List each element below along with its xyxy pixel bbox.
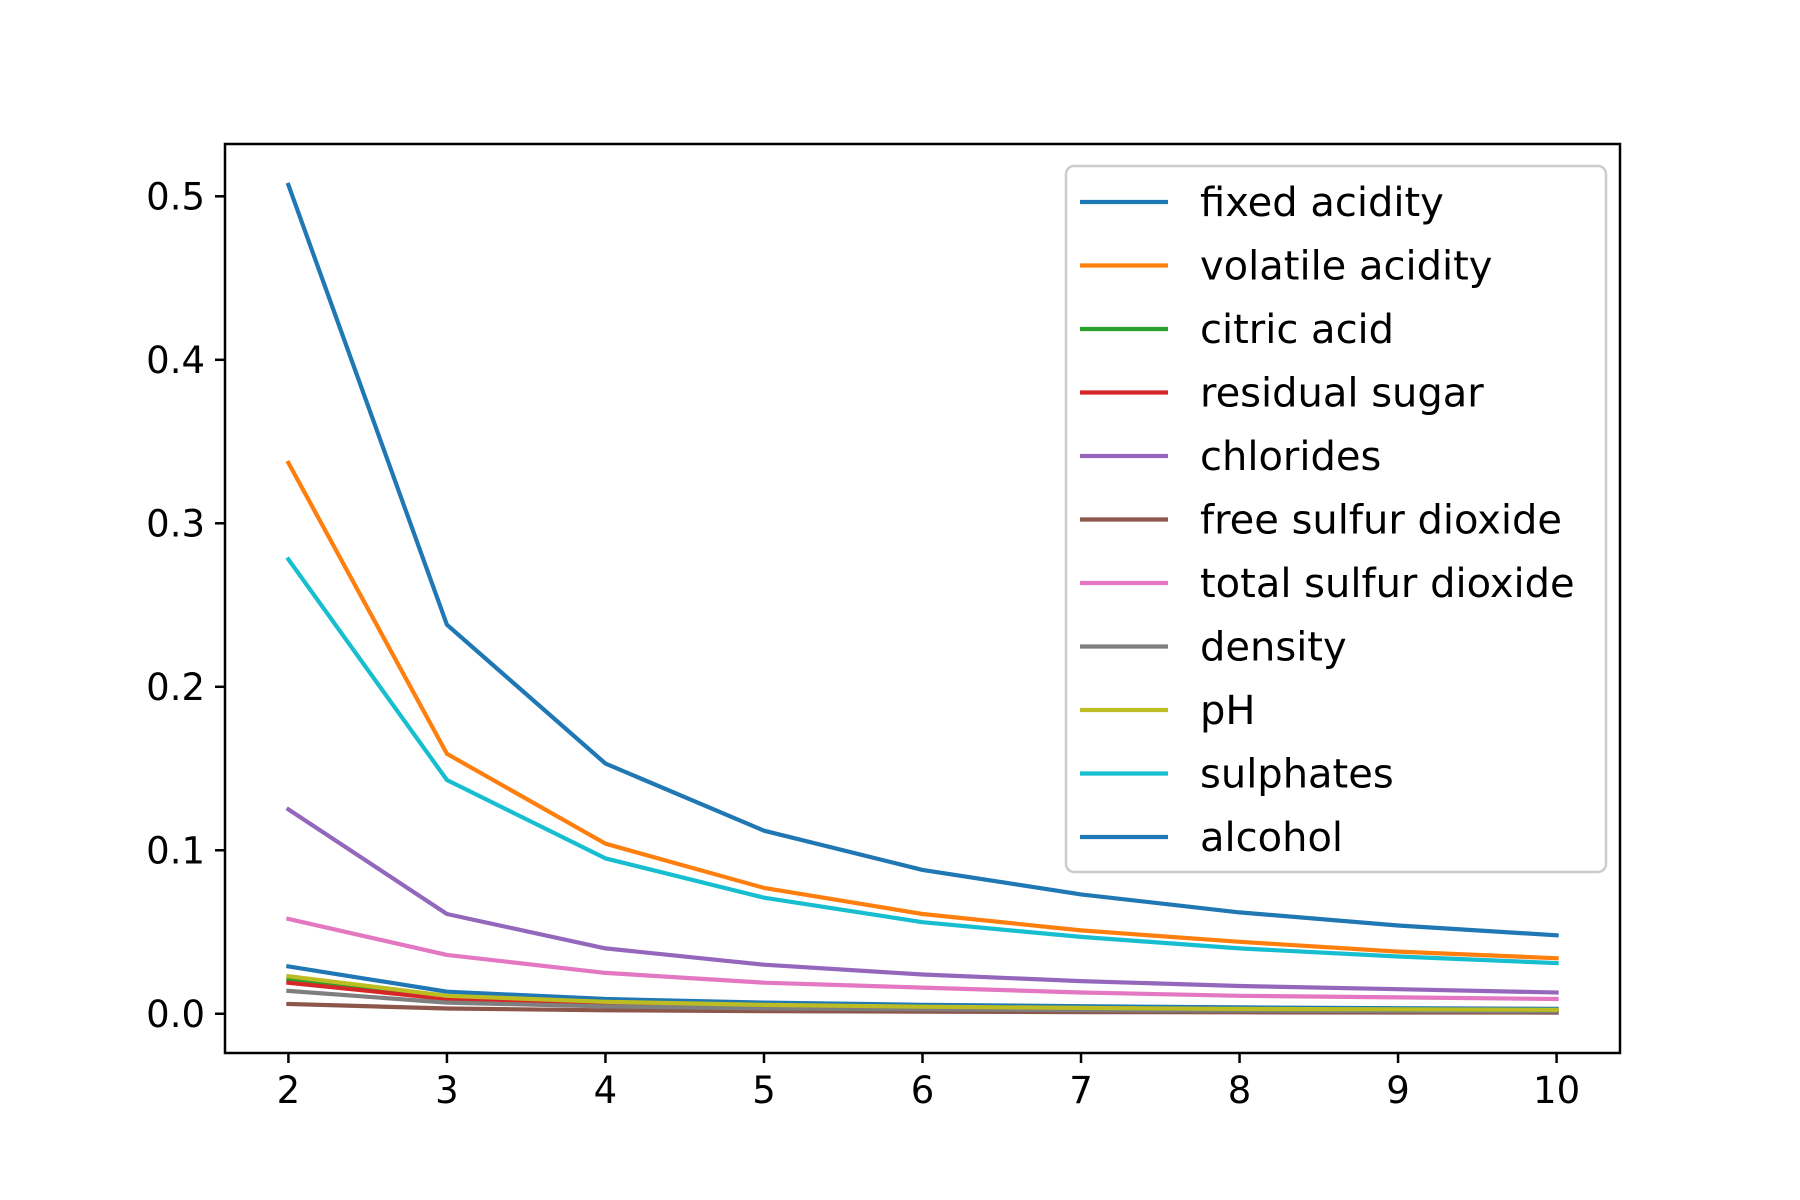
legend-label: total sulfur dioxide bbox=[1200, 561, 1575, 607]
legend-label: residual sugar bbox=[1200, 371, 1484, 417]
series-line-9 bbox=[285, 556, 1559, 966]
x-axis: 2 3 4 5 6 7 8 9 10 bbox=[277, 1053, 1580, 1112]
x-tick-label: 9 bbox=[1386, 1069, 1410, 1112]
x-tick-label: 8 bbox=[1228, 1069, 1252, 1112]
legend-label: citric acid bbox=[1200, 307, 1394, 353]
x-tick-label: 4 bbox=[594, 1069, 618, 1112]
legend: fixed acidity volatile acidity citric acid… bbox=[1064, 164, 1608, 874]
x-tick-label: 7 bbox=[1069, 1069, 1093, 1112]
y-tick-label: 0.3 bbox=[146, 502, 205, 545]
legend-label: chlorides bbox=[1200, 434, 1381, 480]
series-line-8 bbox=[286, 973, 1559, 1012]
y-tick-label: 0.2 bbox=[146, 666, 205, 709]
y-tick-label: 0.4 bbox=[146, 339, 205, 382]
legend-label: volatile acidity bbox=[1200, 244, 1492, 290]
series-line-10 bbox=[285, 182, 1559, 938]
legend-box bbox=[1064, 164, 1608, 874]
x-tick-label: 6 bbox=[911, 1069, 935, 1112]
y-axis: 0.0 0.1 0.2 0.3 0.4 0.5 bbox=[146, 175, 225, 1036]
y-tick-label: 0.0 bbox=[146, 993, 205, 1036]
legend-label: free sulfur dioxide bbox=[1200, 498, 1562, 544]
legend-label: pH bbox=[1200, 688, 1255, 734]
series-line-4 bbox=[285, 806, 1559, 995]
series-line-1 bbox=[285, 459, 1559, 961]
x-tick-label: 3 bbox=[435, 1069, 459, 1112]
x-tick-label: 10 bbox=[1533, 1069, 1580, 1112]
legend-label: fixed acidity bbox=[1200, 180, 1444, 226]
legend-label: alcohol bbox=[1200, 815, 1343, 861]
x-tick-label: 2 bbox=[277, 1069, 301, 1112]
y-tick-label: 0.5 bbox=[146, 175, 205, 218]
series-line-6 bbox=[285, 916, 1559, 1002]
series-layer bbox=[285, 182, 1559, 1015]
x-tick-label: 5 bbox=[752, 1069, 776, 1112]
legend-label: sulphates bbox=[1200, 752, 1394, 798]
legend-label: density bbox=[1200, 625, 1347, 671]
y-tick-label: 0.1 bbox=[146, 829, 205, 872]
